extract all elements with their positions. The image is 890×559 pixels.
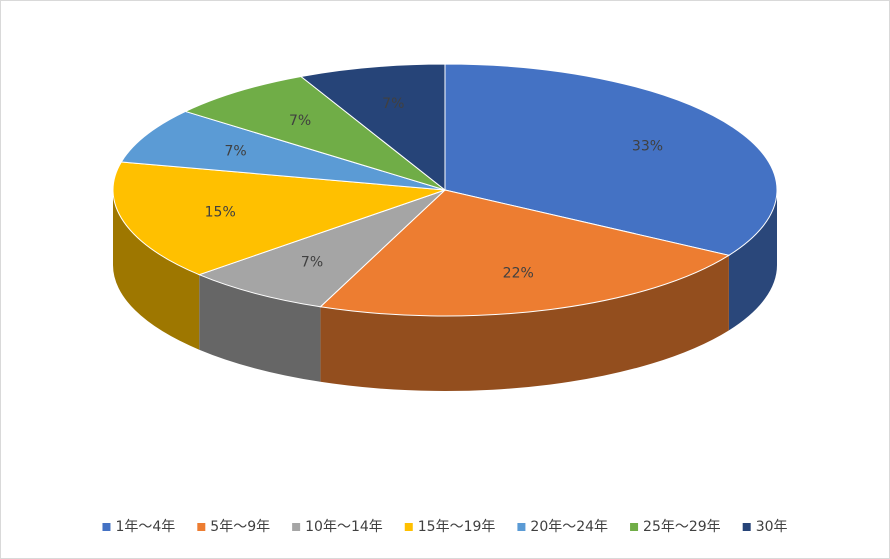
data-label: 7% bbox=[225, 144, 247, 160]
slice bbox=[184, 75, 446, 191]
data-label: 7% bbox=[289, 113, 311, 129]
legend-marker bbox=[102, 523, 111, 531]
slice bbox=[319, 189, 731, 317]
slice-side bbox=[728, 190, 778, 331]
data-label: 33% bbox=[632, 139, 663, 155]
slice bbox=[299, 63, 446, 192]
slice bbox=[197, 189, 446, 308]
data-label: 7% bbox=[382, 96, 404, 112]
slice bbox=[112, 161, 446, 276]
data-label: 15% bbox=[205, 204, 236, 220]
legend-label: 30年 bbox=[756, 519, 788, 535]
slice-side bbox=[113, 190, 200, 350]
legend: 1年～4年 5年～9年 10年～14年 15年～19年 20年～24年 25年～29年 30… bbox=[102, 519, 788, 535]
slice bbox=[120, 110, 446, 191]
slice bbox=[444, 63, 778, 256]
legend-label: 20年～24年 bbox=[530, 519, 608, 535]
legend-label: 25年～29年 bbox=[643, 519, 721, 535]
legend-label: 5年～9年 bbox=[210, 519, 270, 535]
legend-marker bbox=[404, 523, 413, 531]
legend-marker bbox=[517, 523, 526, 531]
legend-marker bbox=[197, 523, 206, 531]
data-label: 22% bbox=[503, 266, 534, 282]
legend-label: 1年～4年 bbox=[115, 519, 175, 535]
legend-label: 10年～14年 bbox=[305, 519, 383, 535]
slice-side bbox=[320, 255, 729, 391]
legend-label: 15年～19年 bbox=[418, 519, 496, 535]
data-label: 7% bbox=[301, 254, 323, 270]
legend-marker bbox=[292, 523, 301, 531]
legend-marker bbox=[742, 523, 751, 531]
legend-marker bbox=[630, 523, 639, 531]
